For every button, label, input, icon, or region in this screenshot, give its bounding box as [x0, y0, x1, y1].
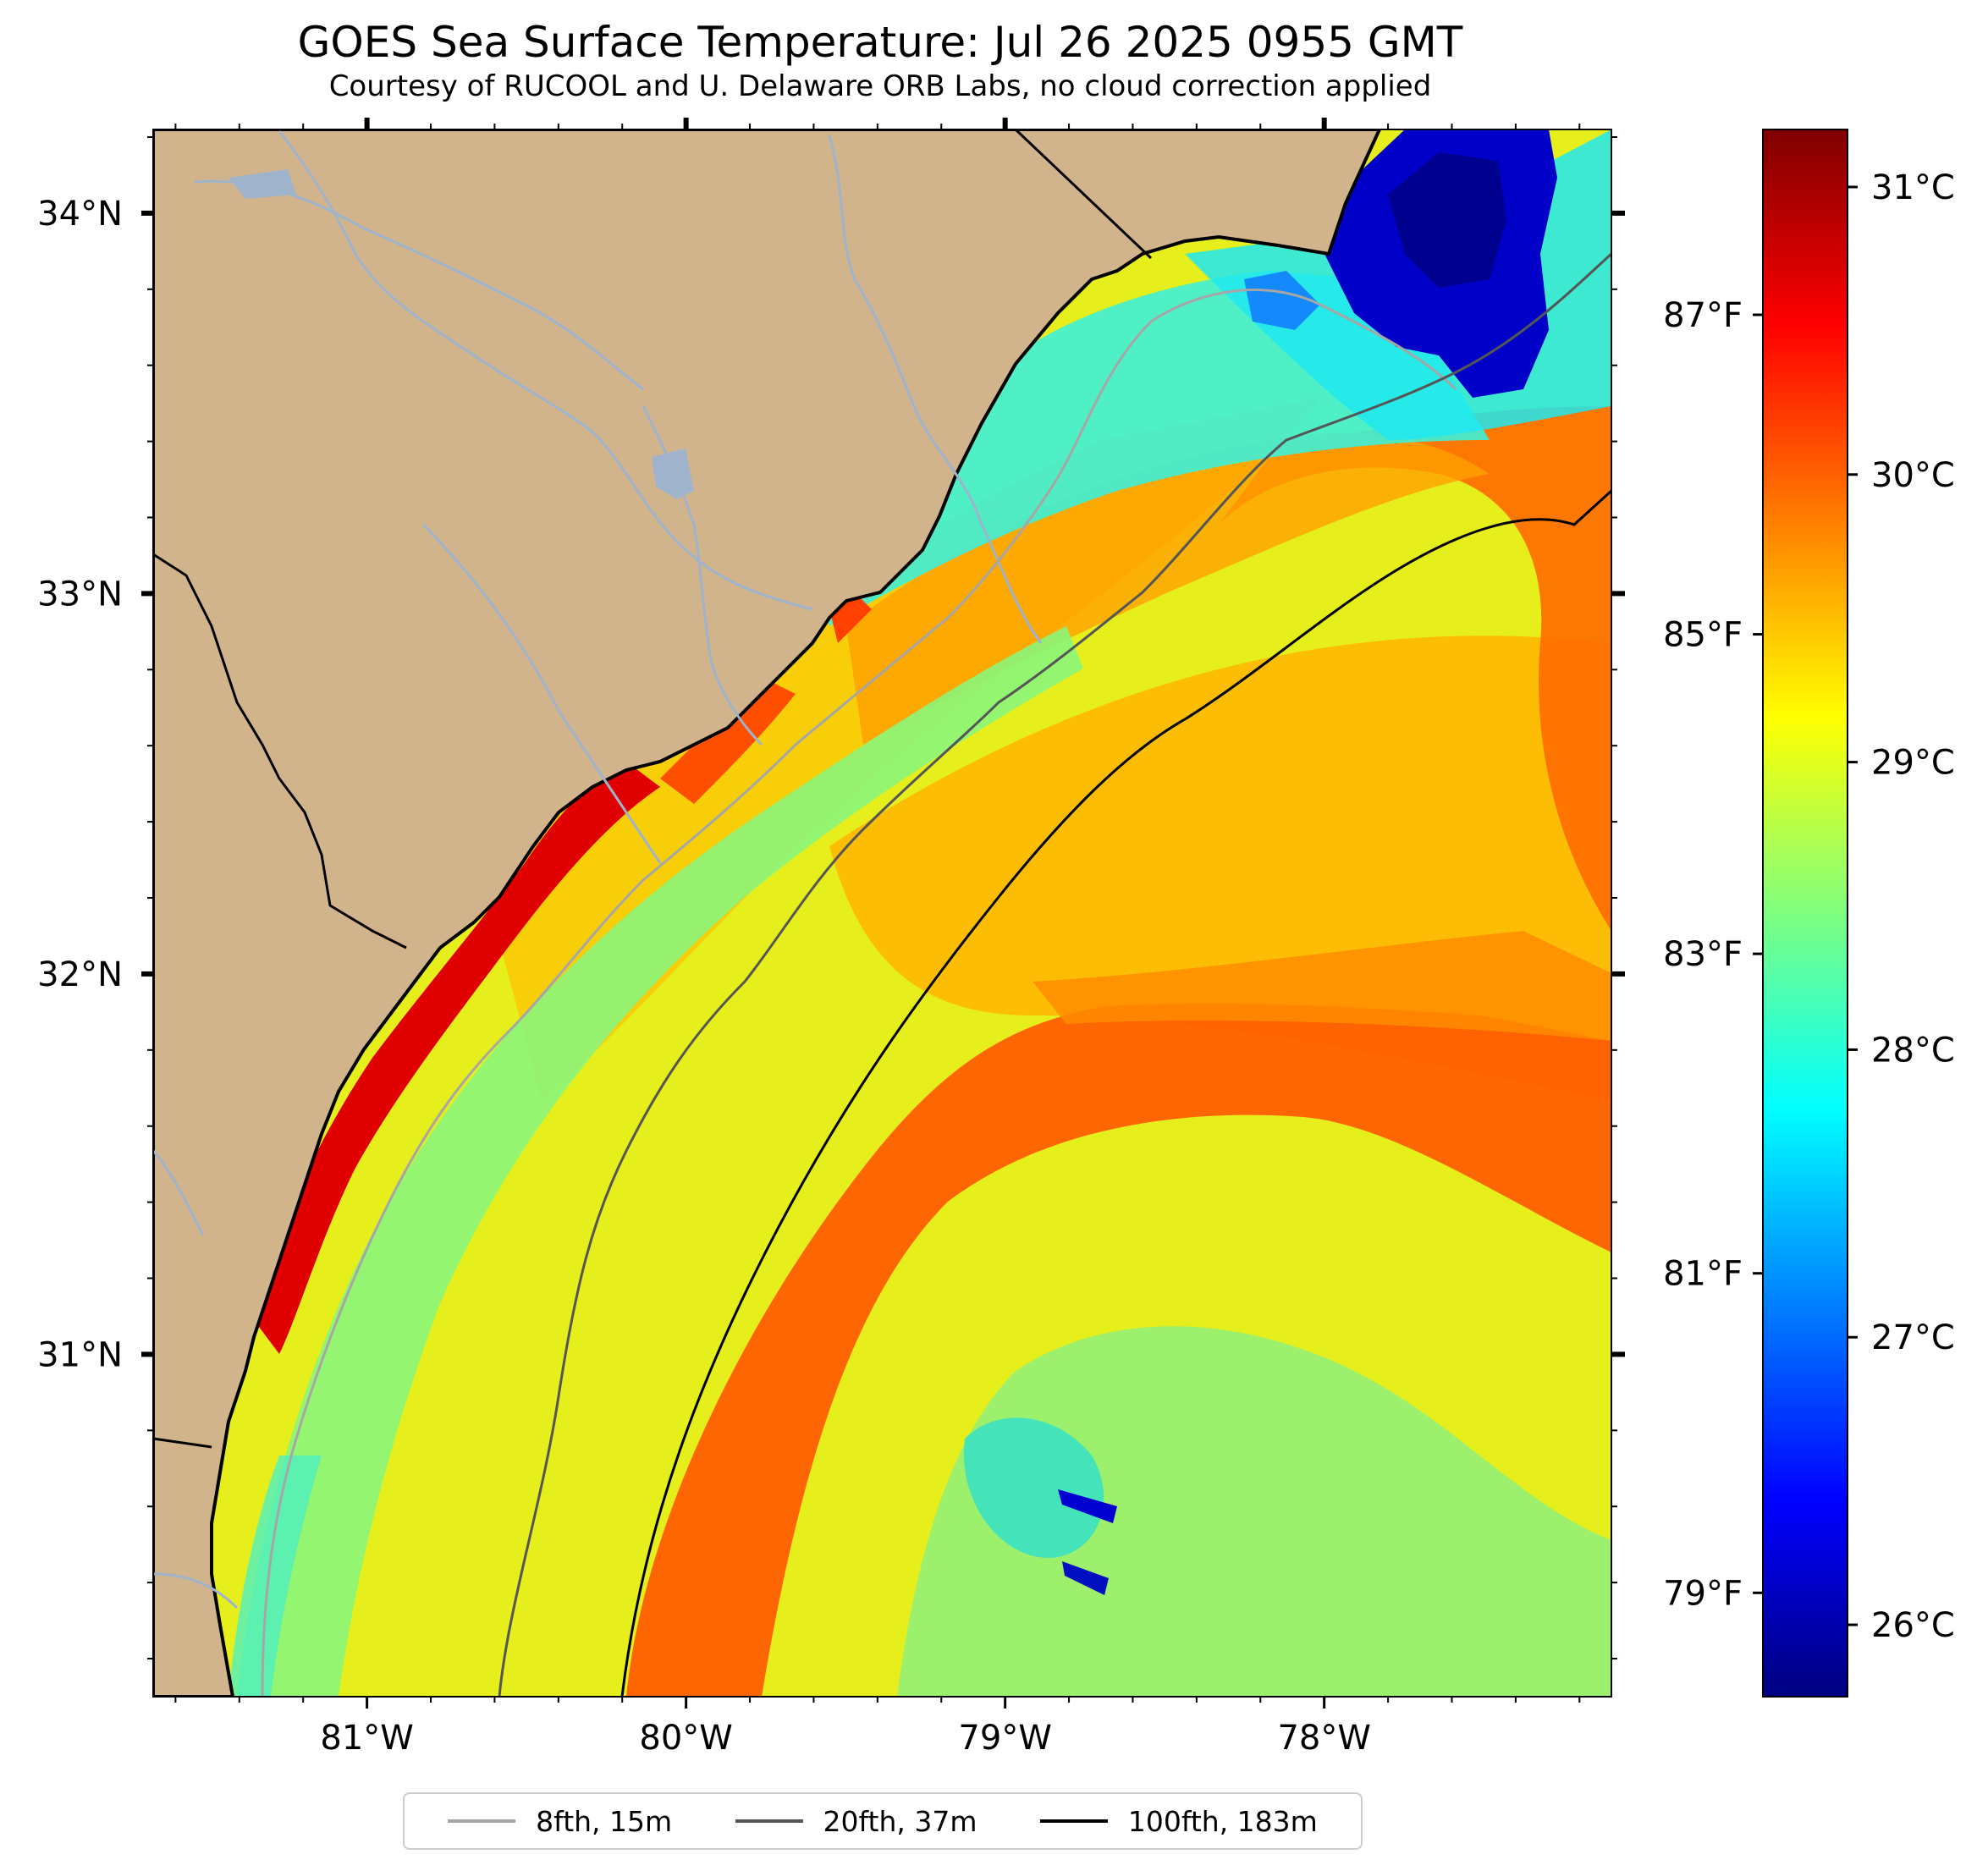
x-tick-label: 80°W [639, 1719, 732, 1758]
legend-item-100fth: 100fth, 183m [1039, 1804, 1318, 1838]
isobath-20fth [498, 252, 1611, 1697]
river-1 [278, 130, 813, 611]
cool-patch-south [897, 1326, 1611, 1697]
legend-item-20fth: 20fth, 37m [735, 1805, 977, 1838]
fahrenheit-tick-label: 81°F [1663, 1255, 1743, 1294]
y-tick-label: 34°N [37, 195, 123, 234]
state-border-sc-ga [153, 553, 407, 949]
plot-frame [152, 129, 1612, 1698]
y-tick-label: 31°N [37, 1335, 123, 1374]
isobaths [261, 252, 1611, 1697]
land [153, 129, 1382, 1697]
isobath-8fth [261, 289, 1457, 1697]
river-3 [828, 135, 1043, 644]
fahrenheit-tick-label: 79°F [1663, 1574, 1743, 1613]
fahrenheit-tick-label: 85°F [1663, 616, 1743, 655]
y-tick-label: 33°N [37, 575, 123, 614]
river-6 [153, 1149, 205, 1236]
celsius-tick-label: 28°C [1871, 1031, 1955, 1070]
legend-item-8fth: 8fth, 15m [448, 1805, 672, 1838]
x-tick-label: 79°W [958, 1719, 1051, 1758]
shelf-band-green [237, 626, 1083, 1697]
nearshore-cyan [229, 1456, 322, 1697]
lake-1 [229, 169, 296, 199]
colorbar [1762, 129, 1848, 1698]
warm-filament-mid [1033, 931, 1611, 1041]
isobath-legend: 8fth, 15m 20fth, 37m 100fth, 183m [403, 1792, 1363, 1850]
lake-2 [652, 448, 694, 499]
fahrenheit-tick-label: 83°F [1663, 935, 1743, 974]
y-axis-ticks: 34°N 33°N 32°N 31°N [37, 135, 1625, 1660]
legend-label-20fth: 20fth, 37m [823, 1804, 977, 1838]
chart-subtitle: Courtesy of RUCOOL and U. Delaware ORB L… [328, 69, 1432, 103]
cold-streak-south-1 [1058, 1489, 1117, 1523]
y-tick-label: 32°N [37, 955, 123, 994]
colorbar-celsius-ticks: 26°C 27°C 28°C 29°C 30°C 31°C [1848, 168, 1955, 1645]
celsius-tick-label: 30°C [1871, 456, 1955, 495]
legend-label-8fth: 8fth, 15m [536, 1804, 673, 1838]
state-border-ga-fl [153, 1437, 212, 1449]
cold-core-northeast [1388, 152, 1506, 288]
warm-nearshore-strip-2 [660, 677, 796, 804]
gulf-stream-core [626, 1003, 1611, 1697]
river-7 [153, 1572, 239, 1610]
cold-rim-northeast [1244, 271, 1320, 330]
legend-line-100fth [1039, 1819, 1108, 1823]
x-tick-label: 78°W [1277, 1719, 1370, 1758]
x-tick-label: 81°W [320, 1719, 413, 1758]
warm-nearshore-strip [254, 762, 660, 1354]
celsius-tick-label: 29°C [1871, 744, 1955, 783]
celsius-tick-label: 27°C [1871, 1318, 1955, 1357]
state-border-nc-sc [1014, 129, 1153, 260]
fahrenheit-tick-label: 87°F [1663, 296, 1743, 335]
x-axis-ticks: 81°W 80°W 79°W 78°W [174, 118, 1581, 1758]
legend-line-8fth [448, 1819, 516, 1823]
legend-label-100fth: 100fth, 183m [1127, 1804, 1318, 1838]
river-5 [421, 523, 662, 864]
colorbar-fahrenheit-ticks: 79°F 81°F 83°F 85°F 87°F [1663, 296, 1763, 1613]
land-mass [153, 129, 1382, 1697]
chart-title: GOES Sea Surface Temperature: Jul 26 202… [297, 18, 1463, 67]
celsius-tick-label: 31°C [1871, 168, 1955, 207]
legend-line-20fth [735, 1819, 803, 1823]
cool-spot-south [963, 1417, 1104, 1558]
isobath-100fth [620, 489, 1611, 1697]
cold-streak-south-2 [1062, 1561, 1109, 1595]
gulf-stream-north-branch [1219, 406, 1611, 931]
celsius-tick-label: 26°C [1871, 1606, 1955, 1645]
